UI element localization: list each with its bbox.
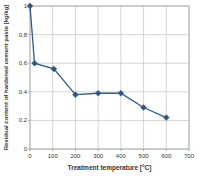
data-point <box>118 90 124 96</box>
x-axis-label: Treatment temperature [°C] <box>68 164 152 172</box>
x-tick-label: 300 <box>93 153 104 159</box>
x-tick <box>75 149 76 151</box>
y-tick-label: 0 <box>24 146 28 152</box>
x-tick-label: 200 <box>70 153 81 159</box>
y-grid-line <box>30 6 189 7</box>
series-group <box>27 3 169 121</box>
x-tick <box>166 149 167 151</box>
y-grid-line <box>30 34 189 35</box>
data-point <box>72 92 78 98</box>
chart: 00.20.40.60.810100200300400500600700Trea… <box>0 0 201 177</box>
x-tick-label: 600 <box>161 153 172 159</box>
x-tick <box>143 149 144 151</box>
x-tick-label: 500 <box>139 153 150 159</box>
x-grid-line <box>75 6 76 149</box>
data-point <box>32 60 38 66</box>
data-point <box>27 3 33 9</box>
x-tick <box>30 149 31 151</box>
y-grid-line <box>30 91 189 92</box>
x-grid-line <box>52 6 53 149</box>
x-tick <box>189 149 190 151</box>
x-tick-label: 700 <box>184 153 195 159</box>
data-point <box>163 115 169 121</box>
x-grid-line <box>189 6 190 149</box>
y-tick-label: 0.4 <box>19 89 28 95</box>
data-point <box>95 90 101 96</box>
x-tick <box>98 149 99 151</box>
y-axis-label: Residual content of hardened cement past… <box>3 5 9 151</box>
data-point <box>141 105 147 111</box>
y-grid-line <box>30 149 189 150</box>
x-tick-label: 400 <box>116 153 127 159</box>
data-line <box>30 6 166 118</box>
x-grid-line <box>98 6 99 149</box>
y-grid-line <box>30 63 189 64</box>
x-tick-label: 100 <box>48 153 59 159</box>
y-tick-label: 0.8 <box>19 32 28 38</box>
x-tick <box>120 149 121 151</box>
x-tick <box>52 149 53 151</box>
x-grid-line <box>143 6 144 149</box>
y-grid-line <box>30 120 189 121</box>
x-grid-line <box>166 6 167 149</box>
x-grid-line <box>30 6 31 149</box>
plot-frame <box>30 6 189 149</box>
x-grid-line <box>120 6 121 149</box>
x-tick-label: 0 <box>28 153 32 159</box>
data-point <box>51 66 57 72</box>
y-tick-label: 0.2 <box>19 117 28 123</box>
y-tick-label: 0.6 <box>19 60 28 66</box>
